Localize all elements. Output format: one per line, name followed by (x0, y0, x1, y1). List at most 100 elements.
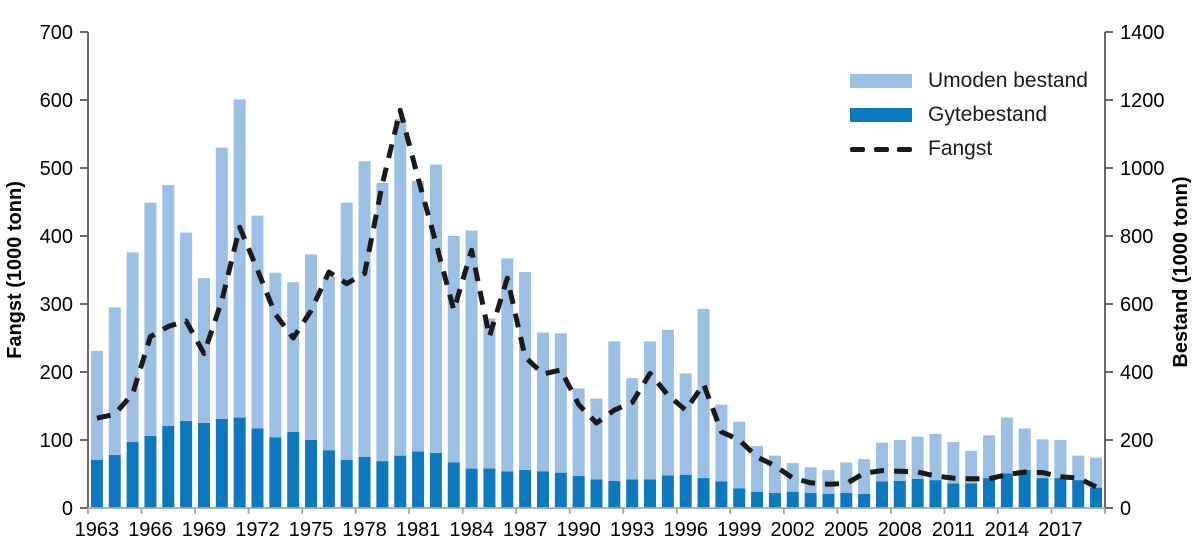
gytebestand-bar (429, 452, 442, 508)
gytebestand-bar (1018, 469, 1031, 508)
gytebestand-bar (108, 454, 121, 508)
gytebestand-bar (983, 478, 996, 508)
umoden-bestand-bar (233, 99, 246, 418)
gytebestand-bar (144, 435, 157, 508)
umoden-bestand-bar (679, 373, 692, 475)
umoden-bestand-bar (519, 272, 532, 470)
fangst-line (96, 107, 1098, 490)
axis-tick-label: 400 (40, 226, 73, 248)
axis-tick-label: 700 (40, 22, 73, 44)
axis-tick-label: 1000 (1120, 158, 1165, 180)
gytebestand-bar (608, 480, 621, 508)
gytebestand-bar (554, 472, 567, 508)
umoden-bestand-bar (751, 446, 764, 492)
legend-label-fangst: Fangst (928, 137, 993, 160)
umoden-bestand-bar (483, 318, 496, 469)
legend-item-gytebestand: Gytebestand (850, 103, 1088, 126)
umoden-bestand-bar (965, 450, 978, 484)
gytebestand-bar (340, 459, 353, 508)
umoden-bestand-bar (875, 442, 888, 482)
umoden-bestand-swatch (850, 74, 912, 88)
axis-tick-label: 600 (1120, 294, 1153, 316)
axis-tick-label: 200 (1120, 430, 1153, 452)
axis-tick-label: 0 (1120, 498, 1131, 520)
gytebestand-bar (626, 479, 639, 508)
umoden-bestand-bar (536, 332, 549, 472)
axis-tick-label: 300 (40, 294, 73, 316)
umoden-bestand-bar (804, 467, 817, 494)
umoden-bestand-bar (108, 307, 121, 455)
umoden-bestand-bar (644, 341, 657, 480)
gytebestand-bar (322, 450, 335, 508)
gytebestand-bar (305, 440, 318, 508)
gytebestand-bar (90, 459, 103, 508)
umoden-bestand-bar (465, 230, 478, 469)
gytebestand-bar (911, 478, 924, 508)
axis-tick-label: 1987 (503, 519, 548, 541)
umoden-bestand-bar (1018, 428, 1031, 470)
axis-tick-label: 1969 (182, 519, 227, 541)
gytebestand-bar (1036, 478, 1049, 508)
gytebestand-bar (965, 483, 978, 508)
gytebestand-bar (572, 476, 585, 508)
gytebestand-bar (697, 478, 710, 508)
legend-label-gytebestand: Gytebestand (928, 103, 1048, 126)
axis-tick-label: 2017 (1038, 519, 1083, 541)
gytebestand-bar (465, 468, 478, 508)
axis-tick-label: 600 (40, 90, 73, 112)
legend-item-fangst: Fangst (850, 137, 1088, 160)
axis-tick-label: 1975 (289, 519, 334, 541)
umoden-bestand-bar (501, 258, 514, 472)
right-axis-title: Bestand (1000 tonn) (1170, 176, 1192, 367)
umoden-bestand-bar (947, 442, 960, 484)
axis-tick-label: 1972 (235, 519, 280, 541)
gytebestand-bar (376, 461, 389, 508)
umoden-bestand-bar (983, 435, 996, 479)
umoden-bestand-bar (162, 185, 175, 426)
gytebestand-bar (483, 468, 496, 508)
umoden-bestand-bar (322, 276, 335, 451)
umoden-bestand-bar (554, 333, 567, 473)
axis-tick-label: 800 (1120, 226, 1153, 248)
umoden-bestand-bar (661, 329, 674, 476)
axis-tick-label: 1984 (449, 519, 494, 541)
legend-label-umoden-bestand: Umoden bestand (928, 69, 1088, 92)
umoden-bestand-bar (144, 202, 157, 436)
axis-tick-label: 2005 (824, 519, 869, 541)
gytebestand-bar (251, 428, 264, 508)
gytebestand-bar (715, 481, 728, 508)
umoden-bestand-bar (376, 182, 389, 462)
gytebestand-bar (1090, 487, 1103, 508)
left-axis-title: Fangst (1000 tonn) (4, 181, 26, 359)
gytebestand-bar (768, 493, 781, 508)
axis-tick-label: 1978 (342, 519, 387, 541)
gytebestand-bar (358, 457, 371, 508)
gytebestand-bar (287, 431, 300, 508)
axis-tick-label: 1966 (128, 519, 173, 541)
axis-tick-label: 1200 (1120, 90, 1165, 112)
gytebestand-bar (519, 469, 532, 508)
umoden-bestand-bar (180, 232, 193, 421)
umoden-bestand-bar (305, 254, 318, 440)
gytebestand-bar (1072, 480, 1085, 508)
axis-tick-label: 0 (62, 498, 73, 520)
gytebestand-bar (233, 417, 246, 508)
gytebestand-swatch (850, 108, 912, 122)
gytebestand-bar (858, 493, 871, 508)
gytebestand-bar (661, 475, 674, 508)
umoden-bestand-bar (215, 147, 228, 419)
umoden-bestand-bar (1036, 439, 1049, 479)
umoden-bestand-bar (1090, 457, 1103, 488)
umoden-bestand-bar (840, 462, 853, 494)
gytebestand-bar (536, 471, 549, 508)
gytebestand-bar (501, 471, 514, 508)
gytebestand-bar (840, 493, 853, 508)
axis-tick-label: 2011 (932, 519, 975, 541)
umoden-bestand-bar (697, 308, 710, 479)
legend: Umoden bestand Gytebestand Fangst (850, 69, 1088, 160)
umoden-bestand-bar (412, 180, 425, 452)
umoden-bestand-bar (251, 215, 264, 429)
umoden-bestand-bar (447, 236, 460, 463)
